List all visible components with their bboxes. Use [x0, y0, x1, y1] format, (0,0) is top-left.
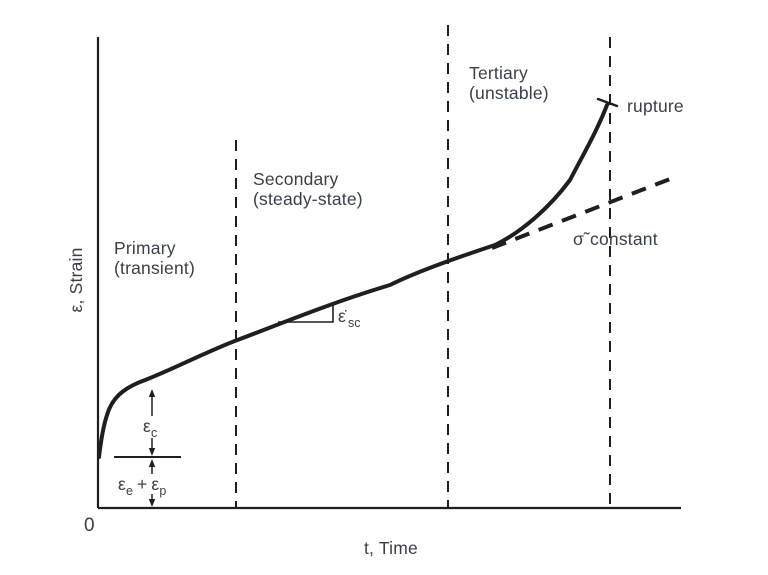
stage-secondary-line1: Secondary: [253, 169, 339, 189]
stage-primary-line2: (transient): [114, 258, 195, 278]
origin-label: 0: [84, 516, 95, 536]
stage-label-tertiary: Tertiary (unstable): [469, 63, 549, 103]
sigma-tilde-symbol: σ̃: [573, 229, 585, 249]
instantaneous-strain-arrow: [148, 459, 156, 507]
stage-primary-line1: Primary: [114, 238, 176, 258]
steady-creep-rate-label: ε̇ sc: [338, 306, 361, 330]
secondary-slope-triangle: [278, 304, 334, 323]
origin-label-text: 0: [84, 515, 95, 536]
stage-tertiary-line1: Tertiary: [469, 63, 528, 83]
rupture-tick: [596, 97, 619, 108]
rupture-label: rupture: [627, 96, 684, 116]
rupture-label-text: rupture: [627, 96, 684, 116]
plastic-strain-subscript: p: [159, 484, 167, 498]
epsilon-symbol: ε: [118, 474, 127, 494]
epsilon-dot-symbol: ε̇: [338, 306, 347, 326]
plus-sign: +: [136, 474, 148, 494]
stage-tertiary-line2: (unstable): [469, 83, 549, 103]
creep-strain-label: εc: [143, 416, 158, 440]
stage-label-primary: Primary (transient): [114, 238, 195, 278]
epsilon-symbol: ε: [151, 474, 160, 494]
stage-label-secondary: Secondary (steady-state): [253, 169, 363, 209]
steady-creep-rate-subscript: sc: [348, 316, 361, 330]
epsilon-c-arrow: [148, 389, 156, 456]
x-axis-label-text: t, Time: [364, 538, 418, 558]
elastic-strain-subscript: e: [126, 484, 133, 498]
creep-strain-subscript: c: [151, 426, 158, 440]
y-axis-label: ε, Strain: [66, 247, 86, 312]
x-axis-label: t, Time: [364, 538, 418, 558]
sigma-constant-label: σ̃ constant: [573, 229, 658, 249]
creep-curve: [97, 103, 609, 459]
instantaneous-strain-label: εe + εp: [118, 474, 167, 498]
sigma-constant-text: constant: [590, 229, 658, 249]
y-axis-label-text: ε, Strain: [66, 247, 86, 313]
sigma-constant-tangent-line: [491, 177, 671, 250]
epsilon-symbol: ε: [143, 416, 152, 436]
stage-secondary-line2: (steady-state): [253, 189, 363, 209]
